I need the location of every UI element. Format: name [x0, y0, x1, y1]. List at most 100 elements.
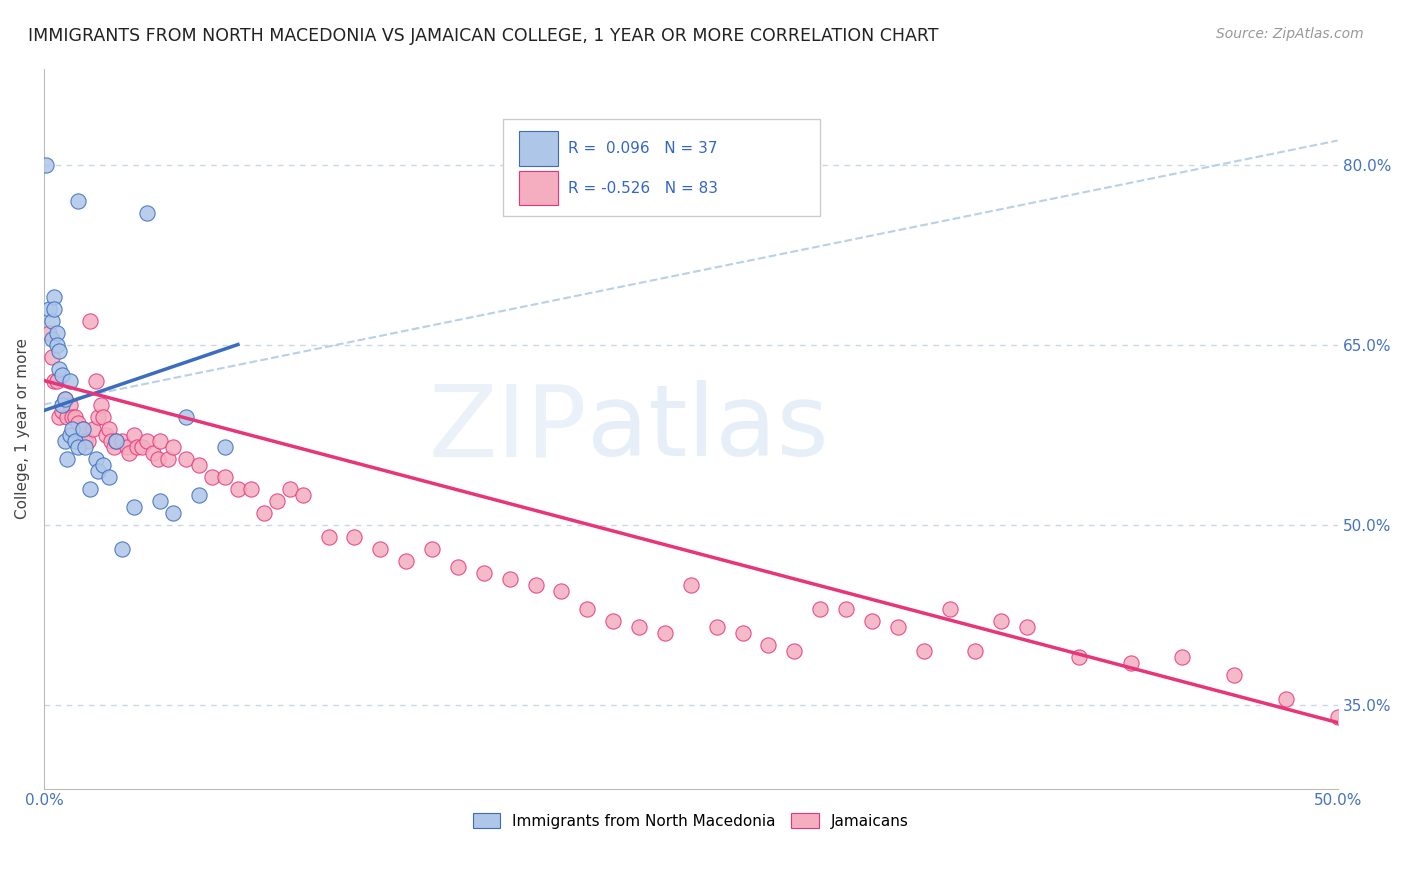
- Point: [226, 482, 249, 496]
- FancyBboxPatch shape: [519, 131, 558, 166]
- Point: [59, 427, 82, 442]
- Point: [201, 469, 224, 483]
- Point: [97, 469, 120, 483]
- Point: [72, 421, 94, 435]
- Text: R = -0.526   N = 83: R = -0.526 N = 83: [568, 180, 718, 195]
- Point: [1017, 619, 1039, 633]
- Point: [498, 572, 520, 586]
- Point: [56, 451, 79, 466]
- Point: [1326, 709, 1348, 723]
- Point: [758, 638, 780, 652]
- Point: [679, 577, 702, 591]
- Point: [48, 361, 70, 376]
- Point: [627, 619, 650, 633]
- Point: [706, 619, 728, 633]
- Point: [731, 625, 754, 640]
- Point: [84, 374, 107, 388]
- Point: [66, 194, 89, 208]
- Point: [60, 409, 83, 424]
- Point: [447, 559, 470, 574]
- Point: [162, 506, 184, 520]
- Point: [912, 643, 935, 657]
- Point: [214, 469, 236, 483]
- Point: [100, 434, 122, 448]
- Point: [174, 409, 197, 424]
- Point: [110, 541, 132, 556]
- Point: [162, 440, 184, 454]
- Point: [253, 506, 276, 520]
- Text: Source: ZipAtlas.com: Source: ZipAtlas.com: [1216, 27, 1364, 41]
- Point: [808, 601, 831, 615]
- Point: [35, 157, 58, 171]
- Point: [93, 409, 115, 424]
- Point: [38, 301, 60, 316]
- Point: [278, 482, 301, 496]
- Point: [63, 434, 86, 448]
- Point: [124, 427, 146, 442]
- Point: [59, 374, 82, 388]
- Point: [110, 434, 132, 448]
- Point: [90, 398, 112, 412]
- Point: [87, 463, 110, 477]
- Point: [1275, 691, 1298, 706]
- Point: [142, 445, 165, 459]
- Text: atlas: atlas: [588, 380, 830, 477]
- Point: [75, 434, 97, 448]
- Point: [82, 421, 104, 435]
- Point: [318, 529, 340, 543]
- Point: [45, 337, 67, 351]
- Point: [835, 601, 858, 615]
- Point: [887, 619, 910, 633]
- Point: [44, 301, 66, 316]
- Point: [103, 440, 125, 454]
- Point: [66, 416, 89, 430]
- Point: [472, 566, 495, 580]
- Point: [44, 374, 66, 388]
- Point: [239, 482, 262, 496]
- Point: [1171, 649, 1194, 664]
- Point: [157, 451, 180, 466]
- Point: [136, 434, 159, 448]
- Point: [105, 434, 128, 448]
- Point: [938, 601, 960, 615]
- Point: [41, 350, 63, 364]
- Point: [149, 434, 172, 448]
- Point: [368, 541, 391, 556]
- Point: [87, 409, 110, 424]
- Point: [1067, 649, 1090, 664]
- Point: [291, 487, 314, 501]
- Point: [420, 541, 443, 556]
- Point: [965, 643, 987, 657]
- Point: [94, 427, 117, 442]
- Point: [75, 440, 97, 454]
- Point: [79, 482, 101, 496]
- Point: [1119, 656, 1142, 670]
- Point: [41, 313, 63, 327]
- Point: [59, 398, 82, 412]
- Point: [63, 409, 86, 424]
- Point: [48, 343, 70, 358]
- Point: [53, 434, 76, 448]
- FancyBboxPatch shape: [519, 170, 558, 205]
- Point: [149, 493, 172, 508]
- Point: [97, 421, 120, 435]
- Point: [524, 577, 547, 591]
- Point: [69, 427, 91, 442]
- Point: [51, 368, 73, 382]
- Legend: Immigrants from North Macedonia, Jamaicans: Immigrants from North Macedonia, Jamaica…: [467, 806, 915, 835]
- Point: [136, 205, 159, 219]
- Point: [53, 392, 76, 406]
- Point: [93, 458, 115, 472]
- Point: [860, 614, 883, 628]
- Point: [131, 440, 153, 454]
- Point: [77, 434, 100, 448]
- Point: [45, 326, 67, 340]
- Point: [783, 643, 806, 657]
- Point: [395, 553, 418, 567]
- Point: [60, 421, 83, 435]
- Point: [550, 583, 572, 598]
- Point: [576, 601, 599, 615]
- Point: [188, 487, 211, 501]
- Point: [146, 451, 169, 466]
- Point: [45, 374, 67, 388]
